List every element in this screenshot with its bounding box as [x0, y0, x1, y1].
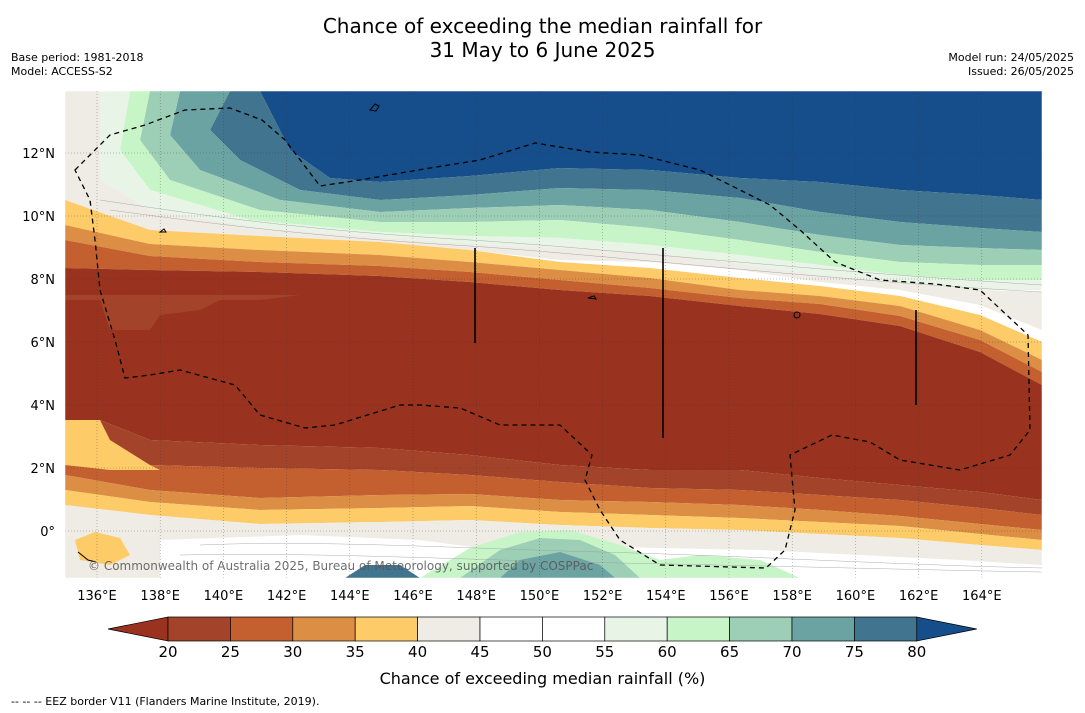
band-over-80	[260, 91, 1042, 200]
colorbar-label: 65	[720, 643, 740, 661]
colorbar-label: 35	[345, 643, 365, 661]
colorbar-segment	[417, 616, 481, 642]
lon-tick-label: 138°E	[140, 589, 180, 604]
band-under-20	[65, 268, 1042, 500]
band-25-30-south	[65, 450, 1042, 530]
colorbar-segment	[167, 616, 231, 642]
band-70-75-south	[500, 552, 615, 578]
colorbar	[107, 616, 977, 642]
colorbar-label: 20	[158, 643, 178, 661]
colorbar-segment	[791, 616, 855, 642]
eez-footnote: -- -- -- EEZ border V11 (Flanders Marine…	[11, 695, 320, 708]
island-outlines	[77, 103, 801, 563]
lon-tick-label: 150°E	[520, 589, 560, 604]
model-name: Model: ACCESS-S2	[11, 65, 113, 78]
lon-tick-label: 136°E	[77, 589, 117, 604]
colorbar-segment	[854, 616, 918, 642]
band-75-80	[210, 91, 1042, 232]
colorbar-label: 25	[220, 643, 240, 661]
colorbar-label: 80	[907, 643, 927, 661]
colorbar-label: 55	[595, 643, 615, 661]
band-30-35-south	[65, 475, 1042, 540]
band-35-40-west	[65, 420, 160, 470]
colorbar-segment	[479, 616, 543, 642]
colorbar-label: 60	[657, 643, 677, 661]
colorbar-segment	[292, 616, 356, 642]
base-period: Base period: 1981-2018	[11, 51, 144, 64]
marker-lines	[474, 248, 917, 438]
graticule	[65, 91, 1042, 578]
colorbar-over-arrow	[916, 616, 977, 642]
title-line-1: Chance of exceeding the median rainfall …	[322, 14, 763, 38]
lat-tick-label: 0°	[40, 525, 55, 540]
colorbar-label: 40	[408, 643, 428, 661]
band-75-80-south	[345, 565, 420, 578]
lon-tick-label: 164°E	[962, 589, 1002, 604]
band-30-35-north	[65, 225, 1042, 372]
meta-right: Model run: 24/05/2025 Issued: 26/05/2025	[948, 51, 1074, 79]
band-65-70	[140, 91, 1042, 265]
colorbar-label: 75	[844, 643, 864, 661]
issued-date: Issued: 26/05/2025	[967, 65, 1074, 78]
lon-tick-label: 156°E	[709, 589, 749, 604]
colorbar-title: Chance of exceeding median rainfall (%)	[379, 669, 706, 688]
lon-tick-label: 152°E	[583, 589, 623, 604]
colorbar-segment	[542, 616, 606, 642]
model-run: Model run: 24/05/2025	[948, 51, 1074, 64]
lon-tick-label: 158°E	[772, 589, 812, 604]
lat-tick-label: 6°N	[31, 336, 56, 351]
lon-tick-label: 142°E	[267, 589, 307, 604]
lat-tick-label: 10°N	[22, 210, 55, 225]
lon-tick-label: 154°E	[646, 589, 686, 604]
colorbar-segment	[666, 616, 730, 642]
band-35-40-north	[65, 200, 1042, 360]
longitude-ticks: 136°E 138°E 140°E 142°E 144°E 146°E 148°E 150°E…	[77, 589, 1001, 604]
band-35-40-southwest	[75, 532, 130, 565]
colorbar-segment	[729, 616, 793, 642]
band-25-30-north	[65, 240, 1042, 385]
lat-tick-label: 2°N	[31, 462, 56, 477]
colorbar-label: 30	[283, 643, 303, 661]
meta-left: Base period: 1981-2018 Model: ACCESS-S2	[11, 51, 143, 79]
eez-border	[74, 107, 1031, 569]
colorbar-under-arrow	[107, 616, 169, 642]
chart-title: Chance of exceeding the median rainfall …	[0, 14, 1085, 62]
lat-tick-label: 8°N	[31, 273, 56, 288]
lon-tick-label: 148°E	[456, 589, 496, 604]
colorbar-label: 50	[532, 643, 552, 661]
lon-tick-label: 160°E	[836, 589, 876, 604]
copyright-notice: © Commonwealth of Australia 2025, Bureau…	[88, 559, 594, 573]
band-70-75	[170, 91, 1042, 250]
band-20-25-south	[65, 420, 1042, 515]
colorbar-segment	[604, 616, 668, 642]
lon-tick-label: 140°E	[204, 589, 244, 604]
colorbar-segment	[230, 616, 294, 642]
lat-tick-label: 4°N	[31, 399, 56, 414]
map-frame	[64, 90, 1043, 579]
colorbar-segment	[354, 616, 418, 642]
lon-tick-label: 144°E	[330, 589, 370, 604]
band-20-25-west	[65, 295, 300, 330]
latitude-ticks: 12°N 10°N 8°N 6°N 4°N 2°N 0°	[22, 147, 55, 540]
colorbar-label: 70	[782, 643, 802, 661]
band-35-40-south	[65, 490, 1042, 550]
lat-tick-label: 12°N	[22, 147, 55, 162]
title-line-2: 31 May to 6 June 2025	[429, 38, 656, 62]
lon-tick-label: 162°E	[899, 589, 939, 604]
lon-tick-label: 146°E	[393, 589, 433, 604]
colorbar-label: 45	[470, 643, 490, 661]
map-bands	[65, 91, 1042, 578]
